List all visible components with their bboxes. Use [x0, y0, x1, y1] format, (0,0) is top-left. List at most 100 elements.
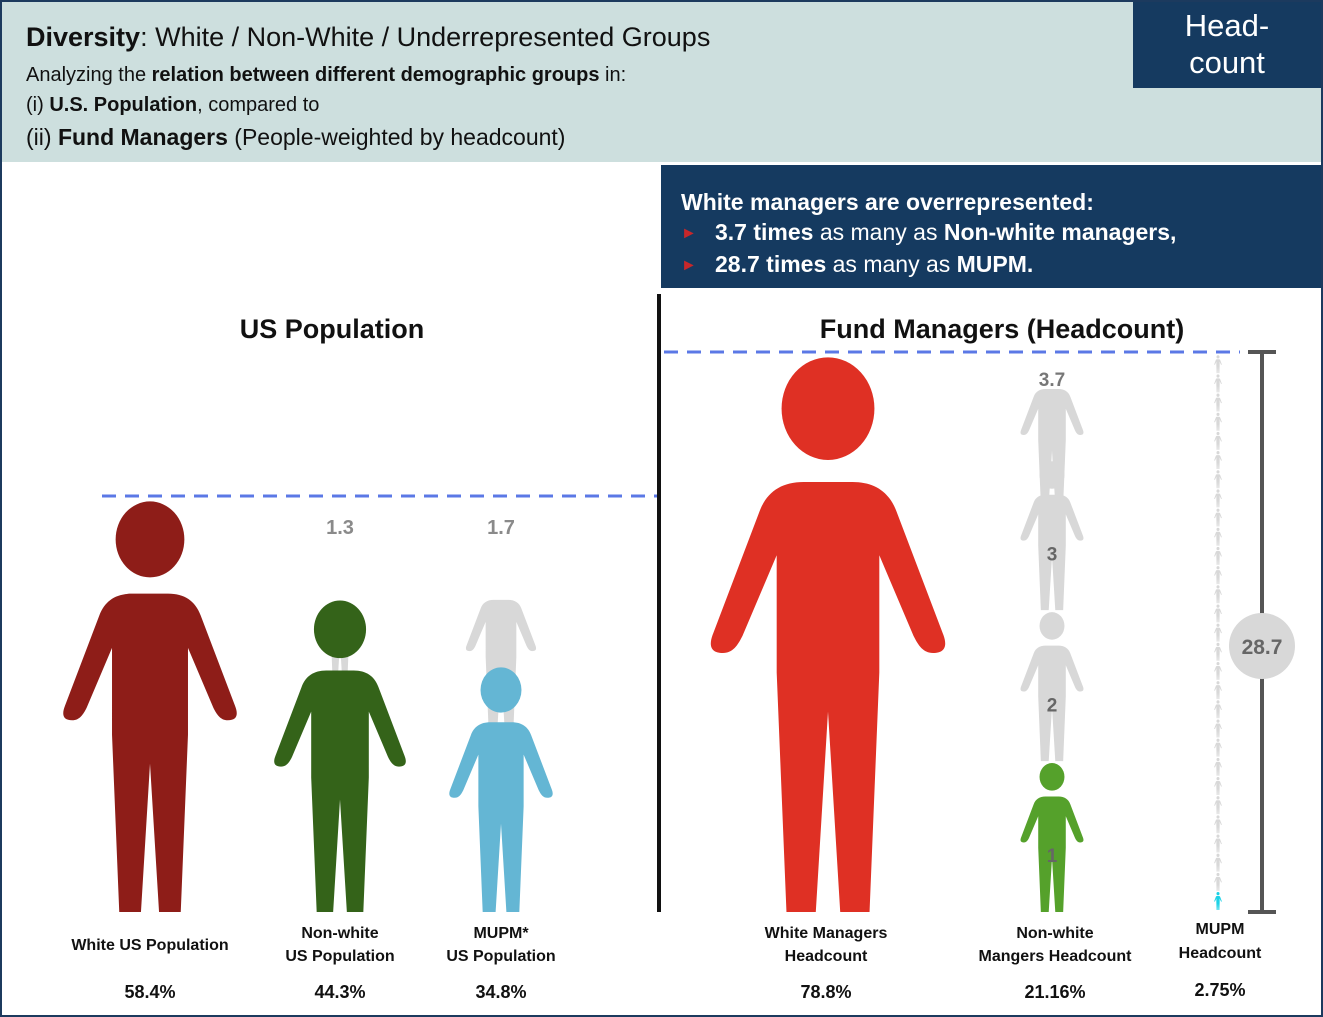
fm-mupm-figure-5	[1214, 815, 1222, 834]
us-figure-2	[449, 667, 553, 913]
line1-post: , compared to	[197, 94, 320, 116]
fm-mupm-figure-9-body	[1214, 742, 1222, 757]
fm-mupm-figure-8-head	[1216, 757, 1220, 762]
fm-mupm-figure-4	[1214, 834, 1222, 853]
fm-mupm-figure-23-body	[1214, 474, 1222, 489]
fm-mupm-figure-18-head	[1216, 566, 1220, 570]
line2-pre: (ii)	[26, 124, 58, 150]
fm-mupm-figure-21-body	[1214, 512, 1222, 527]
us-ghost-figure-2-body	[465, 599, 537, 729]
category-label-4-0: Non-white	[1016, 925, 1093, 942]
fm-mupm-figure-15-head	[1216, 623, 1220, 627]
fm-mupm-figure-3-head	[1216, 853, 1220, 858]
fm-nonwhite-figure-2	[1020, 612, 1084, 762]
fm-mupm-figure-14-head	[1216, 642, 1220, 647]
fm-mupm-figure-10	[1214, 719, 1222, 738]
subtitle-bold: relation between different demographic g…	[151, 64, 600, 86]
line2-bold: Fund Managers	[57, 124, 228, 150]
fm-mupm-figure-28-body	[1214, 378, 1222, 393]
us-figure-0-body	[63, 593, 237, 912]
fm-mupm-figure-23	[1214, 470, 1222, 489]
title-bold: Diversity	[26, 22, 141, 52]
fm-mupm-figure-11-body	[1214, 704, 1222, 719]
us-figure-2-head	[480, 667, 522, 713]
overrepresentation-callout: White managers are overrepresented: ► 3.7…	[661, 165, 1321, 288]
header-panel: Diversity: White / Non-White / Underrepr…	[2, 2, 1321, 162]
badge-line-2: count	[1189, 45, 1265, 80]
fm-mupm-figure-26-head	[1216, 412, 1220, 417]
fm-nonwhite-figure-3	[1020, 461, 1084, 611]
row2-bold: 28.7 times	[715, 251, 827, 277]
fm-mupm-figure-22-head	[1216, 489, 1220, 493]
category-value-5: 2.75%	[1194, 980, 1245, 1000]
comparison-line-1: (i) U.S. Population, compared to	[26, 94, 319, 117]
subtitle-post: in:	[599, 64, 627, 86]
subtitle-pre: Analyzing the	[26, 64, 152, 86]
fm-mupm-figure-14-body	[1214, 646, 1222, 661]
fm-mupm-figure-2-head	[1216, 872, 1220, 877]
fm-mupm-figure-6	[1214, 796, 1222, 815]
fm-mupm-figure-21-head	[1216, 508, 1220, 512]
fm-mupm-figure-16-body	[1214, 608, 1222, 623]
us-population-title: US Population	[240, 314, 425, 344]
category-value-0: 58.4%	[124, 982, 175, 1002]
fm-mupm-figure-17-head	[1216, 585, 1220, 589]
fm-mupm-figure-13-body	[1214, 665, 1222, 680]
category-label-3-0: White Managers	[765, 925, 888, 942]
headcount-badge: Head-count	[1133, 2, 1321, 88]
fm-mupm-figure-14	[1214, 642, 1222, 661]
fm-mupm-figure-7	[1214, 776, 1222, 795]
comparison-line-2: (ii) Fund Managers (People-weighted by h…	[26, 124, 565, 151]
fm-mupm-figure-16	[1214, 604, 1222, 623]
fm-mupm-figure-22-body	[1214, 493, 1222, 508]
fm-nonwhite-partial-figure	[1020, 389, 1084, 505]
fm-mupm-figure-27-head	[1216, 393, 1220, 397]
badge-line-1: Head-	[1184, 8, 1270, 43]
fm-nonwhite-figure-1-body	[1020, 796, 1084, 912]
row2-mid: as many as	[826, 251, 957, 277]
fund-managers-title: Fund Managers (Headcount)	[820, 314, 1185, 344]
fm-nonwhite-figure-1	[1020, 763, 1084, 912]
fm-mupm-figure-8-body	[1214, 761, 1222, 776]
fm-nonwhite-figure-3-body	[1020, 494, 1084, 611]
fm-mupm-figure-12-head	[1216, 681, 1220, 685]
arrow-icon: ►	[681, 257, 697, 274]
fm-mupm-figure-13-head	[1216, 661, 1220, 666]
fm-mupm-figure-1	[1214, 892, 1222, 910]
category-label-2-0: MUPM*	[473, 925, 529, 942]
category-value-3: 78.8%	[800, 982, 851, 1002]
fm-mupm-figure-29-body	[1214, 359, 1222, 374]
fm-mupm-figure-15	[1214, 623, 1222, 642]
category-label-3-1: Headcount	[785, 948, 868, 965]
fm-mupm-figure-11	[1214, 700, 1222, 719]
fm-mupm-figure-9-head	[1216, 738, 1220, 742]
fm-mupm-figure-29-head	[1216, 355, 1220, 359]
fm-mupm-figure-7-head	[1216, 776, 1220, 781]
us-ratio-label-1: 1.3	[326, 517, 354, 539]
us-figure-1	[274, 600, 406, 912]
fm-nonwhite-figure-2-body	[1020, 645, 1084, 762]
us-figure-2-body	[449, 722, 553, 913]
fm-mupm-figure-11-head	[1216, 700, 1220, 704]
page-title: Diversity: White / Non-White / Underrepr…	[26, 22, 710, 53]
fm-mupm-figure-4-head	[1216, 834, 1220, 838]
fm-white-figure	[710, 357, 946, 912]
fm-mupm-figure-24	[1214, 451, 1222, 470]
fm-mupm-figure-29	[1214, 355, 1222, 374]
fm-mupm-figure-13	[1214, 661, 1222, 680]
us-figure-0-head	[115, 501, 185, 578]
category-label-0-0: White US Population	[71, 937, 228, 954]
category-label-1-0: Non-white	[301, 925, 378, 942]
fm-mupm-figure-9	[1214, 738, 1222, 757]
fm-mupm-figure-3-body	[1214, 857, 1222, 872]
category-label-1-1: US Population	[285, 948, 394, 965]
fm-nonwhite-partial-figure-body	[1020, 389, 1084, 505]
fm-mupm-figure-20	[1214, 527, 1222, 546]
fm-mupm-figure-5-body	[1214, 819, 1222, 834]
fm-mupm-figure-10-head	[1216, 719, 1220, 723]
fm-mupm-figure-19	[1214, 546, 1222, 565]
callout-row-1: ► 3.7 times as many as Non-white managers…	[681, 217, 1321, 249]
fm-mupm-figure-19-head	[1216, 546, 1220, 551]
